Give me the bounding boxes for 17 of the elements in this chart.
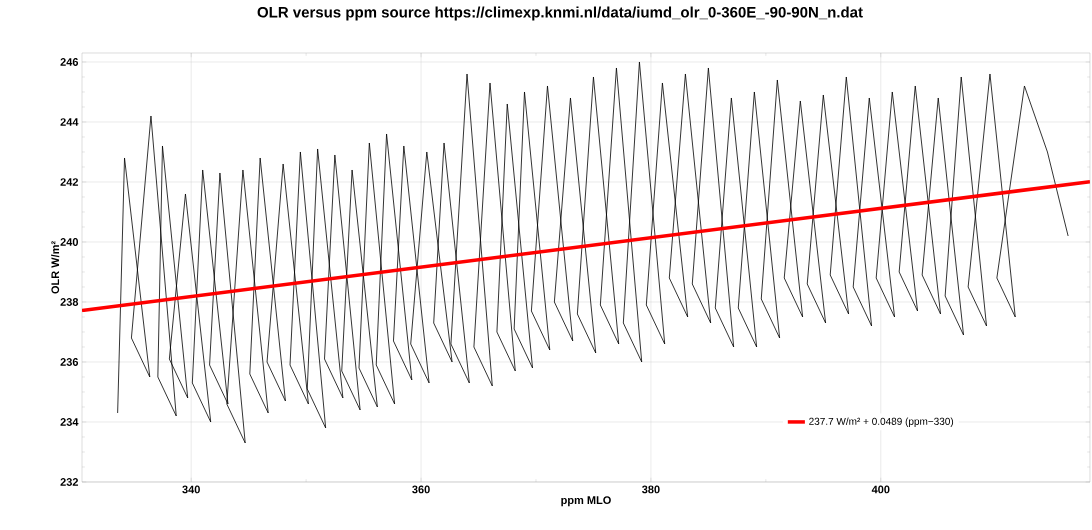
y-tick-label: 236 [60,358,79,366]
y-tick-label: 240 [60,238,79,246]
y-tick-label: 234 [60,418,79,426]
y-tick-label: 232 [60,478,79,486]
legend-label: 237.7 W/m² + 0.0489 (ppm−330) [809,417,954,427]
y-tick-label: 242 [60,178,79,186]
y-tick-label: 238 [60,298,79,306]
x-tick-label: 360 [412,485,430,494]
line-series [117,61,1069,444]
x-axis-title: ppm MLO [561,496,611,507]
y-tick-label: 244 [60,118,79,126]
x-tick-label: 400 [871,485,890,494]
x-tick-label: 340 [182,485,200,494]
x-tick-label: 380 [641,485,660,494]
y-axis-title: OLR W/m² [51,241,60,294]
chart-title: OLR versus ppm source https://climexp.knmi.nl/data/iumd_olr_0-360E_-90-90N_n.dat [257,6,863,21]
y-tick-label: 246 [60,58,79,66]
